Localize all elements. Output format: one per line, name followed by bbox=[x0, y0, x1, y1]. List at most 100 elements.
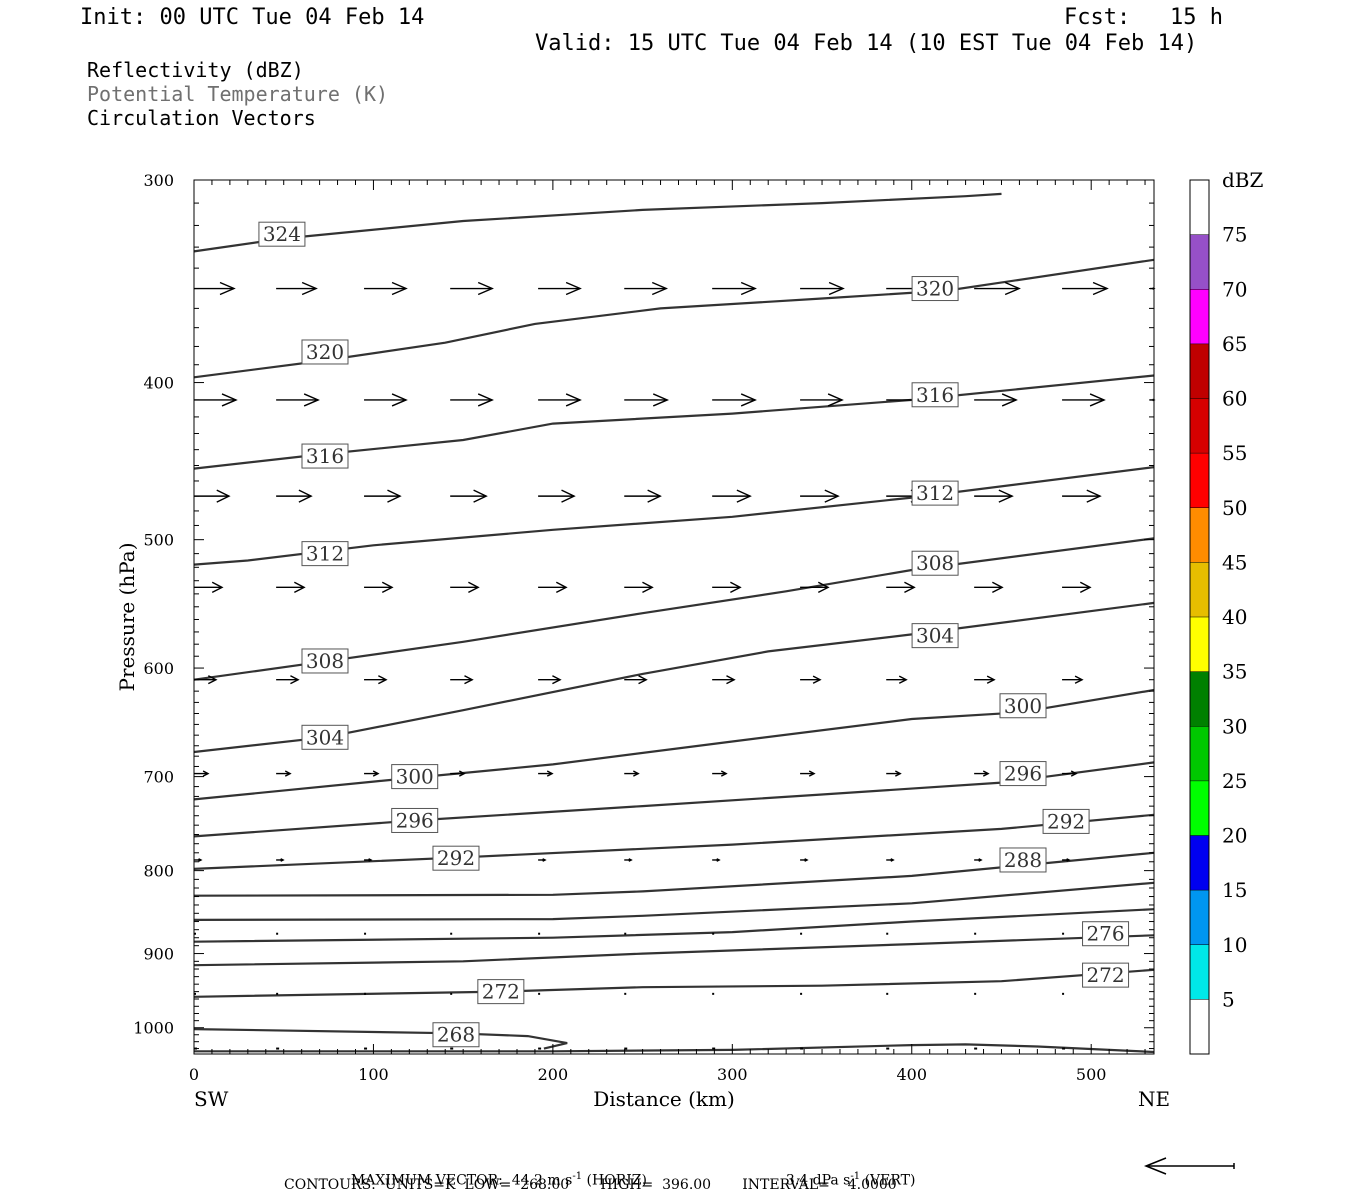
colorbar-bin-10 bbox=[1190, 890, 1209, 945]
vector-p470-6-head bbox=[736, 489, 752, 503]
vector-p788-7 bbox=[800, 858, 809, 862]
vector-p470-0-head bbox=[216, 489, 231, 503]
vector-p788-6-head bbox=[716, 858, 721, 862]
vector-p410-7-head bbox=[827, 393, 844, 407]
y-tick-label-1000: 1000 bbox=[133, 1019, 174, 1038]
contour-label-268-14-box bbox=[432, 1022, 480, 1048]
vector-p410-3-head bbox=[477, 393, 494, 407]
contour-label-292-8: 292 bbox=[437, 846, 475, 870]
vector-p697-5 bbox=[624, 770, 640, 777]
vector-p350-3 bbox=[450, 281, 494, 296]
vector-p788-7-head bbox=[804, 858, 809, 862]
colorbar-frame bbox=[1189, 179, 1210, 1055]
max-vector-vert-unit: (VERT) bbox=[864, 1172, 916, 1189]
vector-p470-5 bbox=[624, 489, 662, 503]
colorbar-bin-5 bbox=[1190, 944, 1209, 1000]
contour-label-304-5: 304 bbox=[306, 725, 344, 749]
y-tick-label-700: 700 bbox=[143, 768, 174, 787]
vector-p470-1-head bbox=[298, 489, 313, 503]
contour-label-288-9: 288 bbox=[1004, 848, 1042, 872]
plot-background bbox=[194, 180, 1154, 1054]
vector-p410-1 bbox=[276, 393, 320, 407]
colorbar-bin-45 bbox=[1190, 507, 1209, 563]
vector-p350-7 bbox=[800, 281, 845, 296]
colorbar-bin-below-5 bbox=[1190, 999, 1209, 1054]
contour-label2-308-4: 308 bbox=[916, 551, 954, 575]
contour-line-268 bbox=[193, 1028, 568, 1050]
contour-label-292-8-box bbox=[432, 845, 480, 871]
contour-line-288 bbox=[193, 851, 1155, 897]
vector-p788-2 bbox=[364, 858, 373, 862]
vector-p697-1-head bbox=[284, 770, 292, 777]
contour-label2-304-5-box bbox=[911, 623, 959, 649]
vector-p470-5-head bbox=[647, 489, 662, 503]
vector-p350-3-head bbox=[477, 281, 494, 296]
init-time: Init: 00 UTC Tue 04 Feb 14 bbox=[80, 5, 425, 30]
vector-p535-2 bbox=[364, 581, 394, 593]
vector-p410-2-head bbox=[391, 393, 408, 407]
vector-p788-6 bbox=[712, 858, 721, 862]
y-tick-label-400: 400 bbox=[143, 374, 174, 393]
legend-reflectivity: Reflectivity (dBZ) bbox=[87, 58, 304, 82]
contour-label-276-12-box bbox=[1082, 921, 1130, 947]
vector-p535-10 bbox=[1062, 581, 1092, 593]
vector-p350-0-head bbox=[219, 281, 236, 296]
contour-labels: 324 320 320 316 316 312 312 308 308 304 304 300 300 2… bbox=[258, 221, 1130, 1048]
vector-p610-5 bbox=[624, 675, 648, 685]
reference-arrow-head bbox=[1143, 1157, 1167, 1175]
y-tick-label-300: 300 bbox=[143, 171, 174, 190]
vector-p350-4 bbox=[538, 281, 582, 296]
contour-line-272 bbox=[193, 968, 1155, 998]
contour-label-308-4: 308 bbox=[306, 649, 344, 673]
vector-p350-6 bbox=[712, 281, 757, 296]
colorbar-bin-60 bbox=[1190, 343, 1209, 399]
vector-p610-8-head bbox=[898, 675, 908, 684]
vector-p410-2 bbox=[364, 393, 408, 407]
vector-p350-9-head bbox=[1004, 281, 1021, 296]
vector-p697-3-head bbox=[458, 770, 466, 777]
plot-frame bbox=[193, 179, 1155, 1055]
contour-label-324-0: 324 bbox=[263, 222, 301, 246]
contour-label2-272-13: 272 bbox=[1086, 963, 1124, 987]
max-vector-horiz: 44.2 m s bbox=[511, 1172, 573, 1189]
max-vector-vert-line: 3.4 dPa s-1 (VERT) bbox=[777, 1158, 916, 1189]
vector-p470-0 bbox=[194, 489, 231, 503]
vector-p470-10-head bbox=[1086, 489, 1102, 503]
vector-p610-1 bbox=[276, 675, 300, 685]
vector-p470-10 bbox=[1062, 489, 1102, 503]
vector-p535-5 bbox=[624, 581, 654, 593]
vector-p788-1 bbox=[276, 858, 285, 862]
y-tick-label-500: 500 bbox=[143, 531, 174, 550]
vector-p697-10-head bbox=[1070, 770, 1078, 777]
vector-p610-0-head bbox=[207, 675, 218, 685]
vector-p350-5-head bbox=[651, 281, 669, 296]
vector-p610-3 bbox=[450, 675, 474, 685]
vector-p535-4-head bbox=[555, 581, 568, 593]
vector-p470-7 bbox=[800, 489, 840, 503]
vector-p610-4 bbox=[538, 675, 562, 685]
circulation-vectors bbox=[194, 281, 1156, 1050]
vector-p535-10-head bbox=[1079, 581, 1092, 593]
reference-vector-arrow bbox=[1143, 1157, 1235, 1175]
vector-p610-5-head bbox=[638, 675, 648, 685]
vector-p470-9-head bbox=[998, 489, 1014, 503]
vector-p697-9-head bbox=[982, 770, 990, 777]
vector-p610-6 bbox=[712, 675, 736, 685]
contour-label-312-3: 312 bbox=[306, 542, 344, 566]
vector-p788-1-head bbox=[280, 858, 285, 862]
vector-p470-3-head bbox=[473, 489, 488, 503]
contour-label-312-3-box bbox=[301, 541, 349, 567]
vector-p535-1-head bbox=[294, 581, 306, 593]
vector-p697-8-head bbox=[895, 770, 902, 777]
vector-p610-7 bbox=[800, 675, 822, 684]
vector-p610-4-head bbox=[552, 675, 562, 685]
colorbar-label-45: 45 bbox=[1222, 550, 1247, 574]
colorbar-bin-35 bbox=[1190, 617, 1209, 672]
vector-p535-8 bbox=[886, 581, 916, 593]
vector-p697-6 bbox=[712, 770, 728, 777]
contour-label2-316-2-box bbox=[911, 382, 959, 408]
vector-p410-5-head bbox=[652, 393, 670, 407]
vector-p697-6-head bbox=[720, 770, 728, 777]
vector-p470-2-head bbox=[387, 489, 402, 503]
contour-label-296-7: 296 bbox=[396, 808, 434, 832]
